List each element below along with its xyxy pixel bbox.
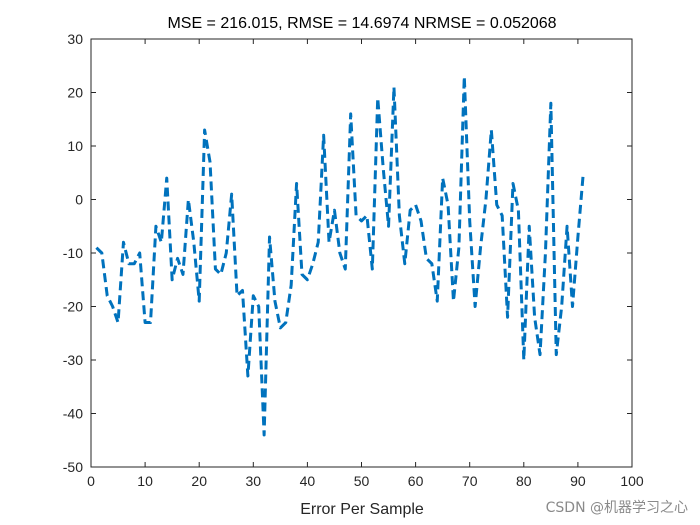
watermark-text: CSDN @机器学习之心 <box>545 500 688 516</box>
x-tick-label: 10 <box>137 473 153 489</box>
y-tick-label: 20 <box>67 85 83 101</box>
x-tick-label: 100 <box>620 473 644 489</box>
chart-title: MSE = 216.015, RMSE = 14.6974 NRMSE = 0.… <box>167 15 556 32</box>
x-axis-label: Error Per Sample <box>300 501 424 518</box>
x-tick-label: 0 <box>87 473 95 489</box>
x-tick-label: 20 <box>191 473 207 489</box>
x-axis: 0 10 20 30 40 50 60 70 80 90 100 <box>87 39 644 489</box>
plot-area <box>95 74 585 437</box>
x-tick-label: 60 <box>408 473 424 489</box>
y-tick-label: 0 <box>75 192 83 208</box>
axes-box <box>90 38 633 468</box>
y-tick-label: -30 <box>63 352 83 368</box>
y-axis: 30 20 10 0 -10 -20 -30 -40 -50 <box>63 31 632 475</box>
y-tick-label: -20 <box>63 299 83 315</box>
x-tick-label: 30 <box>246 473 262 489</box>
y-tick-label: 10 <box>67 138 83 154</box>
x-tick-label: 90 <box>570 473 586 489</box>
x-tick-label: 40 <box>300 473 316 489</box>
y-tick-label: -10 <box>63 245 83 261</box>
x-tick-label: 80 <box>516 473 532 489</box>
y-tick-label: 30 <box>67 31 83 47</box>
x-tick-label: 70 <box>462 473 478 489</box>
y-tick-label: -40 <box>63 406 83 422</box>
error-series-line <box>95 74 585 437</box>
x-tick-label: 50 <box>354 473 370 489</box>
y-tick-label: -50 <box>63 459 83 475</box>
